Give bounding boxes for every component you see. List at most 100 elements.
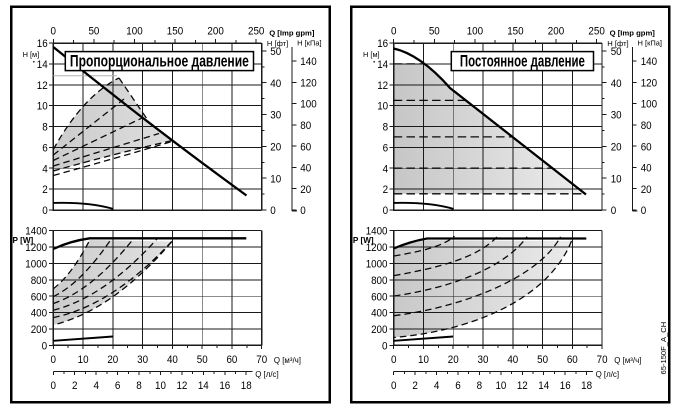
svg-text:2: 2 <box>412 380 418 392</box>
svg-text:0: 0 <box>391 26 397 38</box>
svg-text:140: 140 <box>300 56 316 68</box>
svg-text:30: 30 <box>270 110 281 122</box>
svg-text:50: 50 <box>270 46 281 58</box>
svg-text:150: 150 <box>507 26 523 38</box>
svg-text:4: 4 <box>434 380 440 392</box>
svg-text:Пропорциональное давление: Пропорциональное давление <box>70 52 249 70</box>
svg-text:14: 14 <box>37 59 48 71</box>
svg-text:0: 0 <box>641 205 647 217</box>
svg-text:8: 8 <box>477 380 483 392</box>
svg-text:0: 0 <box>611 205 617 217</box>
svg-text:0: 0 <box>51 26 57 38</box>
svg-text:Постоянное давление: Постоянное давление <box>460 52 585 70</box>
svg-text:0: 0 <box>300 205 306 217</box>
svg-text:0: 0 <box>270 205 276 217</box>
svg-text:Q [м³/ч]: Q [м³/ч] <box>614 356 641 365</box>
svg-text:50: 50 <box>429 26 440 38</box>
svg-text:2: 2 <box>42 184 48 196</box>
svg-text:12: 12 <box>377 80 388 92</box>
svg-text:H [м]: H [м] <box>363 50 380 59</box>
svg-text:8: 8 <box>136 380 142 392</box>
svg-text:200: 200 <box>371 324 387 336</box>
svg-text:P [W]: P [W] <box>353 236 374 245</box>
svg-text:H [м]: H [м] <box>23 50 40 59</box>
svg-text:60: 60 <box>641 141 652 153</box>
svg-text:10: 10 <box>270 173 281 185</box>
svg-text:10: 10 <box>377 101 388 113</box>
svg-text:0: 0 <box>391 380 397 392</box>
svg-text:16: 16 <box>560 380 571 392</box>
svg-text:20: 20 <box>611 142 622 154</box>
svg-text:80: 80 <box>300 120 311 132</box>
svg-text:20: 20 <box>270 142 281 154</box>
svg-text:30: 30 <box>478 354 489 366</box>
svg-text:10: 10 <box>78 354 89 366</box>
svg-text:4: 4 <box>383 163 389 175</box>
svg-text:20: 20 <box>300 184 311 196</box>
svg-text:6: 6 <box>383 143 389 155</box>
svg-text:Q [л/с]: Q [л/с] <box>255 370 278 379</box>
svg-text:16: 16 <box>219 380 230 392</box>
svg-text:0: 0 <box>51 380 57 392</box>
svg-text:18: 18 <box>581 380 592 392</box>
svg-text:16: 16 <box>377 38 388 50</box>
svg-text:80: 80 <box>641 120 652 132</box>
svg-text:1400: 1400 <box>25 226 47 238</box>
svg-text:0: 0 <box>383 205 389 217</box>
svg-text:250: 250 <box>248 26 264 38</box>
svg-text:Q [л/с]: Q [л/с] <box>596 370 619 379</box>
svg-text:2: 2 <box>383 184 389 196</box>
svg-text:60: 60 <box>300 141 311 153</box>
svg-text:14: 14 <box>538 380 549 392</box>
svg-text:100: 100 <box>641 99 657 111</box>
svg-text:10: 10 <box>155 380 166 392</box>
svg-text:14: 14 <box>198 380 209 392</box>
svg-text:30: 30 <box>137 354 148 366</box>
svg-text:140: 140 <box>641 56 657 68</box>
svg-text:50: 50 <box>611 46 622 58</box>
svg-text:50: 50 <box>537 354 548 366</box>
svg-text:40: 40 <box>300 163 311 175</box>
svg-text:14: 14 <box>377 59 388 71</box>
svg-text:0: 0 <box>382 341 388 353</box>
svg-text:12: 12 <box>517 380 528 392</box>
svg-text:12: 12 <box>37 80 48 92</box>
svg-text:600: 600 <box>31 291 47 303</box>
svg-text:8: 8 <box>42 122 48 134</box>
svg-text:10: 10 <box>611 173 622 185</box>
svg-text:400: 400 <box>31 308 47 320</box>
svg-text:200: 200 <box>548 26 564 38</box>
svg-text:0: 0 <box>42 341 48 353</box>
svg-text:0: 0 <box>42 205 48 217</box>
svg-text:0: 0 <box>391 354 397 366</box>
svg-text:20: 20 <box>641 184 652 196</box>
svg-text:600: 600 <box>371 291 387 303</box>
svg-text:250: 250 <box>588 26 604 38</box>
svg-text:16: 16 <box>37 38 48 50</box>
svg-text:65-150F_A_CH: 65-150F_A_CH <box>659 322 668 375</box>
svg-text:1000: 1000 <box>25 259 47 271</box>
svg-text:30: 30 <box>611 110 622 122</box>
svg-text:200: 200 <box>207 26 223 38</box>
svg-text:100: 100 <box>126 26 142 38</box>
svg-text:70: 70 <box>597 354 608 366</box>
svg-text:H [кПа]: H [кПа] <box>638 39 663 48</box>
svg-text:40: 40 <box>167 354 178 366</box>
svg-text:10: 10 <box>418 354 429 366</box>
svg-text:2: 2 <box>72 380 78 392</box>
svg-text:4: 4 <box>42 163 48 175</box>
svg-text:1400: 1400 <box>366 226 388 238</box>
svg-text:70: 70 <box>256 354 267 366</box>
svg-text:4: 4 <box>93 380 99 392</box>
svg-text:60: 60 <box>226 354 237 366</box>
svg-text:0: 0 <box>51 354 57 366</box>
svg-text:50: 50 <box>197 354 208 366</box>
svg-text:400: 400 <box>371 308 387 320</box>
svg-text:6: 6 <box>115 380 121 392</box>
svg-text:18: 18 <box>241 380 252 392</box>
svg-text:1200: 1200 <box>25 242 47 254</box>
svg-text:P [W]: P [W] <box>13 236 34 245</box>
svg-text:10: 10 <box>37 101 48 113</box>
svg-text:800: 800 <box>371 275 387 287</box>
svg-text:50: 50 <box>88 26 99 38</box>
